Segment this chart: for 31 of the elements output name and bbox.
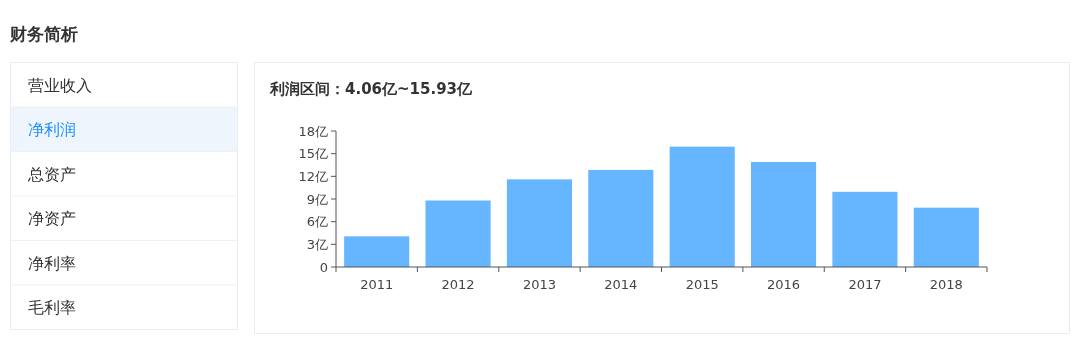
- bar: [913, 207, 979, 267]
- text: 净利润: [28, 120, 76, 140]
- text: 净资产: [28, 209, 76, 229]
- text: 总资产: [27, 164, 76, 184]
- bar: [425, 200, 491, 267]
- x-tick-label: 2012: [441, 277, 475, 292]
- x-tick-label: 2015: [685, 277, 719, 292]
- text: 财务简析: [9, 24, 78, 44]
- y-tick-label: 6亿: [306, 214, 328, 230]
- bar: [832, 191, 898, 267]
- x-tick-label: 2017: [848, 277, 882, 292]
- y-tick-label: 0: [319, 259, 328, 275]
- y-tick-label: 12亿: [298, 168, 328, 184]
- text: 毛利率: [28, 298, 76, 318]
- bar: [506, 179, 572, 267]
- x-tick-label: 2018: [929, 277, 963, 292]
- bar: [344, 236, 410, 267]
- bar: [588, 169, 654, 267]
- y-tick-label: 18亿: [298, 123, 328, 139]
- chart-title: 利润区间：4.06亿~15.93亿: [269, 80, 474, 98]
- x-tick-label: 2013: [522, 277, 556, 292]
- text: 净利率: [28, 253, 76, 273]
- y-tick-label: 15亿: [298, 146, 328, 162]
- x-tick-label: 2016: [767, 277, 801, 292]
- x-tick-label: 2014: [604, 277, 638, 292]
- y-tick-label: 9亿: [306, 191, 328, 207]
- y-tick-label: 3亿: [306, 236, 328, 252]
- text: 营业收入: [28, 75, 92, 95]
- bar: [669, 146, 735, 267]
- x-tick-label: 2011: [360, 277, 394, 292]
- bar: [751, 161, 817, 267]
